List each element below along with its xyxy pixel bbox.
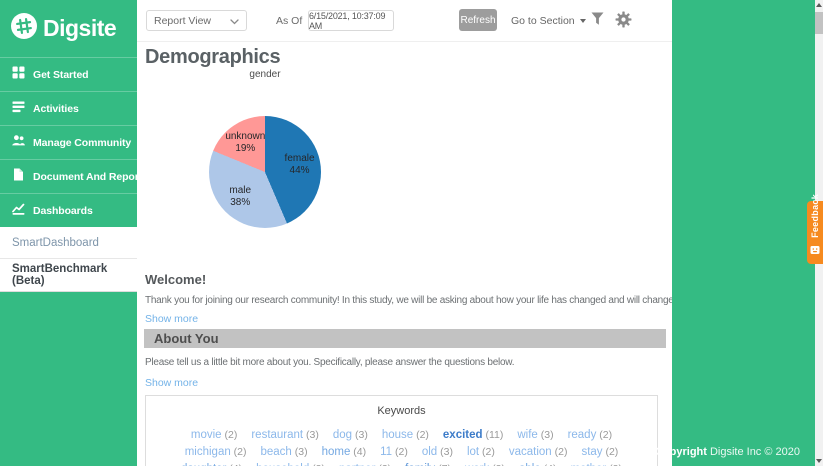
scrollbar-thumb[interactable]	[815, 12, 823, 34]
digsite-logo-icon	[11, 13, 37, 44]
keyword-home[interactable]: home (4)	[321, 446, 367, 458]
keyword-old[interactable]: old (3)	[421, 446, 453, 458]
go-to-section-label: Go to Section	[511, 15, 575, 27]
report-area: Demographics gender female 44% male 38% unkn…	[137, 42, 712, 466]
keywords-cloud: movie (2) restaurant (3) dog (3) house (2) e…	[146, 426, 657, 466]
feedback-label: Feedback	[810, 194, 820, 238]
keyword-family[interactable]: family (7)	[405, 463, 451, 466]
line-chart-icon	[12, 202, 25, 220]
gear-icon[interactable]	[615, 11, 632, 31]
page-title: Demographics	[145, 46, 281, 68]
keyword-vacation[interactable]: vacation (2)	[508, 446, 568, 458]
subitem-label: SmartDashboard	[12, 236, 99, 249]
filter-icon[interactable]	[591, 12, 604, 29]
caret-down-icon	[579, 19, 586, 23]
copyright-text: Copyright Digsite Inc © 2020	[655, 446, 800, 458]
pie-slice-label-female: female 44%	[284, 153, 315, 176]
keyword-row: michigan (2) beach (3) home (4) 11 (2) old (…	[146, 443, 657, 460]
keyword-beach[interactable]: beach (3)	[260, 446, 308, 458]
keywords-card: Keywords movie (2) restaurant (3) dog (3) h…	[145, 395, 658, 466]
gender-pie-chart: female 44% male 38% unknown 19%	[209, 116, 321, 228]
sidebar-item-label: Get Started	[33, 68, 89, 81]
pie-slice-label-male: male 38%	[229, 185, 252, 209]
report-view-value: Report View	[154, 14, 212, 27]
pie-slice-label-unknown: unknown 19%	[225, 130, 266, 154]
keyword-excited[interactable]: excited (11)	[442, 429, 504, 441]
show-more-link-about[interactable]: Show more	[145, 377, 199, 389]
sidebar-item-label: Activities	[33, 102, 79, 115]
sidebar-item-manage-community[interactable]: Manage Community	[0, 125, 137, 159]
sidebar-subitem-smartbenchmark[interactable]: SmartBenchmark (Beta)	[0, 259, 137, 291]
show-more-link-welcome[interactable]: Show more	[145, 313, 199, 325]
keyword-row: daughter (4) household (3) partner (3) fami…	[146, 460, 657, 466]
keyword-house[interactable]: house (2)	[381, 429, 429, 441]
document-icon	[12, 168, 25, 186]
grid-icon	[12, 66, 25, 84]
about-you-section-header: About You	[144, 329, 666, 348]
sidebar-subitem-smartdashboard[interactable]: SmartDashboard	[0, 227, 137, 259]
keywords-title: Keywords	[377, 405, 426, 417]
about-you-text: Please tell us a little bit more about y…	[145, 357, 515, 368]
chart-title: gender	[249, 69, 281, 80]
as-of-date-input[interactable]: 6/15/2021, 10:37:09 AM	[308, 10, 394, 31]
keyword-work[interactable]: work (3)	[465, 463, 505, 466]
subitem-label: SmartBenchmark (Beta)	[12, 263, 108, 287]
keyword-household[interactable]: household (3)	[256, 463, 325, 466]
feedback-face-icon	[810, 242, 820, 260]
sidebar-item-get-started[interactable]: Get Started	[0, 57, 137, 91]
keyword-able[interactable]: able (4)	[519, 463, 557, 466]
dashboards-submenu: SmartDashboard SmartBenchmark (Beta)	[0, 227, 137, 292]
keyword-row: movie (2) restaurant (3) dog (3) house (2) e…	[146, 426, 657, 443]
sidebar-item-label: Dashboards	[33, 204, 93, 217]
keyword-stay[interactable]: stay (2)	[581, 446, 619, 458]
refresh-button[interactable]: Refresh	[459, 9, 497, 31]
as-of-label: As Of	[276, 15, 303, 27]
pie-graphic[interactable]	[209, 116, 321, 228]
copyright-rest: Digsite Inc © 2020	[709, 446, 800, 458]
sidebar: Digsite Get Started Activities Manage Co…	[0, 0, 142, 466]
sidebar-item-activities[interactable]: Activities	[0, 91, 137, 125]
keyword-dog[interactable]: dog (3)	[332, 429, 368, 441]
keyword-lot[interactable]: lot (2)	[466, 446, 495, 458]
content-column: Report View As Of 6/15/2021, 10:37:09 AM…	[137, 0, 712, 466]
keyword-daughter[interactable]: daughter (4)	[181, 463, 242, 466]
keyword-wife[interactable]: wife (3)	[517, 429, 554, 441]
copyright-bold: Copyright	[655, 446, 707, 458]
keyword-michigan[interactable]: michigan (2)	[184, 446, 247, 458]
go-to-section-dropdown[interactable]: Go to Section	[511, 15, 586, 27]
keyword-ready[interactable]: ready (2)	[567, 429, 613, 441]
sidebar-item-dashboards[interactable]: Dashboards	[0, 193, 137, 227]
sidebar-item-label: Manage Community	[33, 136, 132, 149]
logo[interactable]: Digsite	[0, 0, 137, 57]
scroll-down-arrow-icon[interactable]	[816, 459, 822, 463]
sidebar-item-document-and-report[interactable]: Document And Report	[0, 159, 142, 193]
keyword-mother[interactable]: mother (3)	[570, 463, 622, 466]
list-icon	[12, 100, 25, 118]
keyword-11[interactable]: 11 (2)	[380, 446, 408, 458]
toolbar: Report View As Of 6/15/2021, 10:37:09 AM…	[137, 0, 672, 42]
logo-text: Digsite	[43, 15, 117, 41]
report-view-select[interactable]: Report View	[146, 10, 247, 31]
scroll-up-arrow-icon[interactable]	[816, 3, 822, 7]
keyword-restaurant[interactable]: restaurant (3)	[251, 429, 319, 441]
keyword-partner[interactable]: partner (3)	[339, 463, 391, 466]
welcome-heading: Welcome!	[145, 272, 207, 287]
users-icon	[12, 134, 25, 152]
sidebar-item-label: Document And Report	[33, 170, 143, 183]
page-background-panel: Copyright Digsite Inc © 2020	[655, 0, 815, 466]
chevron-down-icon	[230, 12, 239, 30]
keyword-movie[interactable]: movie (2)	[190, 429, 238, 441]
feedback-button[interactable]: Feedback	[807, 194, 823, 264]
welcome-text: Thank you for joining our research commu…	[145, 295, 712, 306]
